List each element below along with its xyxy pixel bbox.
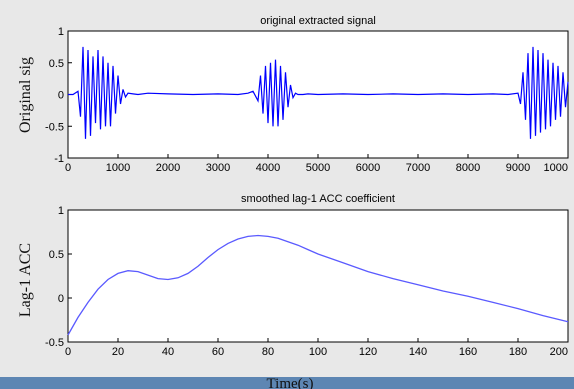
y-tick-label: -1 xyxy=(54,153,64,165)
y-tick-label: 0.5 xyxy=(49,58,64,70)
panel-lag1-acc: smoothed lag-1 ACC coefficient Lag-1 ACC… xyxy=(17,193,569,358)
x-tick-label: 40 xyxy=(162,346,174,358)
x-tick-label: 0 xyxy=(65,162,71,174)
x-tick-label: 4000 xyxy=(256,162,280,174)
x-tick-label: 5000 xyxy=(306,162,330,174)
x-tick-label: 1000 xyxy=(106,162,130,174)
y-tick-label: -0.5 xyxy=(45,337,64,349)
y-tick-label: 1 xyxy=(58,26,64,38)
x-tick-label: 0 xyxy=(65,346,71,358)
x-tick-label: 6000 xyxy=(356,162,380,174)
x-tick-label: 20 xyxy=(112,346,124,358)
axis-ticks: 0 20 40 60 80 100 120 140 160 180 200-0.500.51 xyxy=(45,205,569,358)
x-tick-label: 1000 xyxy=(544,162,568,174)
chart-title: smoothed lag-1 ACC coefficient xyxy=(241,193,395,205)
x-tick-label: 120 xyxy=(359,346,377,358)
x-tick-label: 160 xyxy=(459,346,477,358)
x-tick-label: 100 xyxy=(309,346,327,358)
x-tick-label: 7000 xyxy=(406,162,430,174)
y-tick-label: 0.5 xyxy=(49,249,64,261)
series-line xyxy=(67,234,569,336)
taskbar xyxy=(0,377,574,389)
x-tick-label: 180 xyxy=(509,346,527,358)
x-tick-label: 80 xyxy=(262,346,274,358)
panel-original-signal: original extracted signal Original sig 0… xyxy=(17,15,569,174)
chart-title: original extracted signal xyxy=(260,15,376,27)
x-tick-label: 9000 xyxy=(506,162,530,174)
y-tick-label: -0.5 xyxy=(45,121,64,133)
axis-ticks: 0 1000 2000 3000 4000 5000 6000 7000 8000 9000 100… xyxy=(45,26,569,174)
x-tick-label: 8000 xyxy=(456,162,480,174)
x-tick-label: 140 xyxy=(409,346,427,358)
x-tick-label: 60 xyxy=(212,346,224,358)
y-axis-label: Original sig xyxy=(17,57,34,133)
x-tick-label: 2000 xyxy=(156,162,180,174)
series-line xyxy=(68,46,569,139)
x-axis-label: Time(s) xyxy=(267,376,314,389)
y-tick-label: 0 xyxy=(58,90,64,102)
x-tick-label: 3000 xyxy=(206,162,230,174)
x-tick-label: 200 xyxy=(550,346,568,358)
y-tick-label: 1 xyxy=(58,205,64,217)
plot-area xyxy=(67,209,569,343)
y-axis-label: Lag-1 ACC xyxy=(17,243,34,317)
y-tick-label: 0 xyxy=(58,293,64,305)
